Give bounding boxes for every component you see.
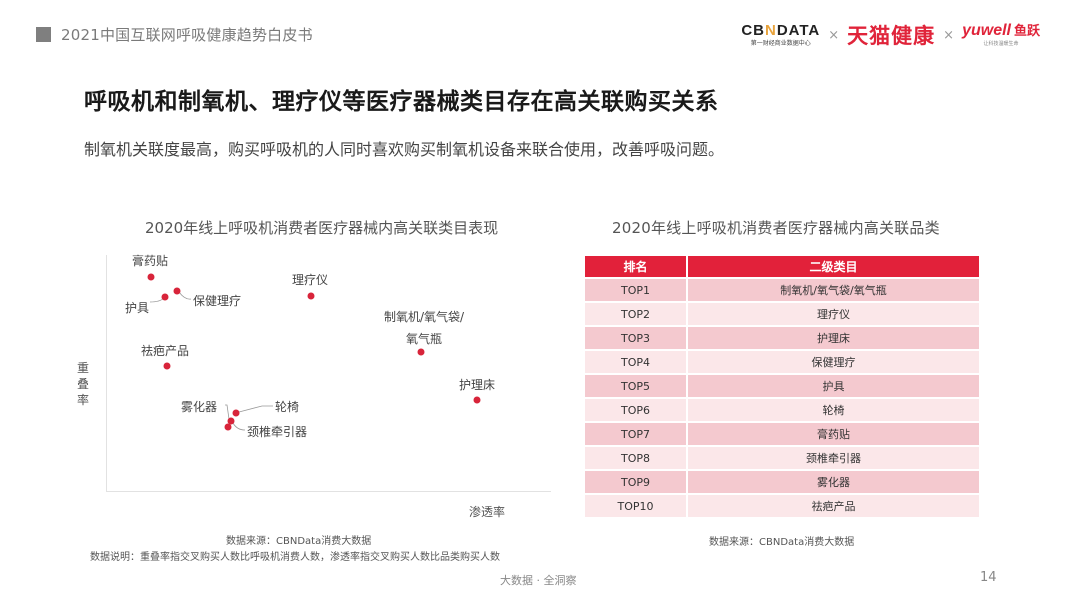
data-label-nebulizer: 雾化器 <box>181 400 218 414</box>
rank-cell: TOP10 <box>585 495 688 517</box>
table-row: TOP6 轮椅 <box>585 399 979 421</box>
table-row: TOP5 护具 <box>585 375 979 397</box>
table-row: TOP2 理疗仪 <box>585 303 979 325</box>
rank-cell: TOP9 <box>585 471 688 493</box>
data-point-scar-product <box>163 362 171 370</box>
table-row: TOP3 护理床 <box>585 327 979 349</box>
table-row: TOP4 保健理疗 <box>585 351 979 373</box>
doc-title: 2021中国互联网呼吸健康趋势白皮书 <box>61 26 313 44</box>
ranking-table: 排名 二级类目 TOP1 制氧机/氧气袋/氧气瓶 TOP2 理疗仪 TOP3 护… <box>585 254 979 519</box>
table-data-source: 数据来源：CBNData消费大数据 <box>709 537 855 548</box>
category-cell: 理疗仪 <box>688 303 979 325</box>
category-cell: 轮椅 <box>688 399 979 421</box>
table-row: TOP1 制氧机/氧气袋/氧气瓶 <box>585 279 979 301</box>
rank-cell: TOP3 <box>585 327 688 349</box>
rank-cell: TOP8 <box>585 447 688 469</box>
data-label-oxygen-generator: 制氧机/氧气袋/氧气瓶 <box>383 310 465 346</box>
data-point-nursing-bed <box>473 396 481 404</box>
category-cell: 护理床 <box>688 327 979 349</box>
data-label-plaster: 膏药贴 <box>132 254 169 268</box>
scatter-plot-area <box>106 255 551 492</box>
doc-header: 2021中国互联网呼吸健康趋势白皮书 <box>36 24 313 45</box>
table-row: TOP8 颈椎牵引器 <box>585 447 979 469</box>
data-label-protector: 护具 <box>125 301 150 315</box>
footer-tagline: 大数据 · 全洞察 <box>500 574 577 587</box>
rank-cell: TOP7 <box>585 423 688 445</box>
scatter-data-note: 数据说明：重叠率指交叉购买人数比呼吸机消费人数，渗透率指交叉购买人数比品类购买人… <box>90 552 500 563</box>
rank-cell: TOP1 <box>585 279 688 301</box>
rank-cell: TOP2 <box>585 303 688 325</box>
tmall-health-logo: 天猫健康 <box>847 24 936 48</box>
data-point-cervical-traction <box>224 423 232 431</box>
category-cell: 护具 <box>688 375 979 397</box>
header-square-icon <box>36 27 51 42</box>
yuwell-logo-subtitle: 让科技温暖生命 <box>983 41 1019 47</box>
rank-cell: TOP5 <box>585 375 688 397</box>
category-cell: 制氧机/氧气袋/氧气瓶 <box>688 279 979 301</box>
page-title: 呼吸机和制氧机、理疗仪等医疗器械类目存在高关联购买关系 <box>84 89 719 115</box>
ranking-table-title: 2020年线上呼吸机消费者医疗器械内高关联品类 <box>612 219 940 237</box>
scatter-x-axis-label: 渗透率 <box>469 505 506 519</box>
data-point-oxygen-generator <box>417 348 425 356</box>
yuwell-logo-en: yuwell <box>962 22 1011 39</box>
scatter-y-axis-label: 重叠率 <box>76 361 89 407</box>
column-header-category: 二级类目 <box>688 256 979 277</box>
category-cell: 膏药贴 <box>688 423 979 445</box>
table-header-row: 排名 二级类目 <box>585 256 979 277</box>
column-header-rank: 排名 <box>585 256 688 277</box>
category-cell: 祛疤产品 <box>688 495 979 517</box>
times-icon: × <box>828 27 840 43</box>
cbndata-logo-subtitle: 第一财经商业数据中心 <box>750 40 811 47</box>
category-cell: 雾化器 <box>688 471 979 493</box>
rank-cell: TOP6 <box>585 399 688 421</box>
cbndata-logo-text: CB <box>741 22 765 39</box>
cbndata-logo-x: N <box>764 22 777 39</box>
data-point-health-therapy <box>173 287 181 295</box>
scatter-chart-title: 2020年线上呼吸机消费者医疗器械内高关联类目表现 <box>145 219 499 237</box>
data-label-cervical-traction: 颈椎牵引器 <box>247 425 308 439</box>
data-label-wheelchair: 轮椅 <box>275 400 300 414</box>
data-point-plaster <box>147 273 155 281</box>
table-row: TOP9 雾化器 <box>585 471 979 493</box>
cbndata-logo: CBNDATA 第一财经商业数据中心 <box>741 23 820 47</box>
category-cell: 保健理疗 <box>688 351 979 373</box>
scatter-data-source: 数据来源：CBNData消费大数据 <box>226 536 372 547</box>
data-point-protector <box>161 293 169 301</box>
data-point-therapy-device <box>307 292 315 300</box>
yuwell-logo: yuwell 鱼跃 让科技温暖生命 <box>962 23 1040 47</box>
data-point-nebulizer <box>227 417 235 425</box>
table-row: TOP7 膏药贴 <box>585 423 979 445</box>
partner-logos: CBNDATA 第一财经商业数据中心 × 天猫健康 × yuwell 鱼跃 让科技… <box>741 20 1040 50</box>
page-number: 14 <box>980 570 997 585</box>
data-label-nursing-bed: 护理床 <box>459 378 496 392</box>
table-row: TOP10 祛疤产品 <box>585 495 979 517</box>
times-icon: × <box>943 27 955 43</box>
data-point-wheelchair <box>232 409 240 417</box>
data-label-scar-product: 祛疤产品 <box>141 344 190 358</box>
page-subtitle: 制氧机关联度最高，购买呼吸机的人同时喜欢购买制氧机设备来联合使用，改善呼吸问题。 <box>84 140 725 159</box>
category-cell: 颈椎牵引器 <box>688 447 979 469</box>
rank-cell: TOP4 <box>585 351 688 373</box>
data-label-health-therapy: 保健理疗 <box>193 294 242 308</box>
data-label-therapy-device: 理疗仪 <box>292 273 329 287</box>
yuwell-logo-cn: 鱼跃 <box>1013 23 1040 38</box>
cbndata-logo-text-2: DATA <box>776 22 821 39</box>
